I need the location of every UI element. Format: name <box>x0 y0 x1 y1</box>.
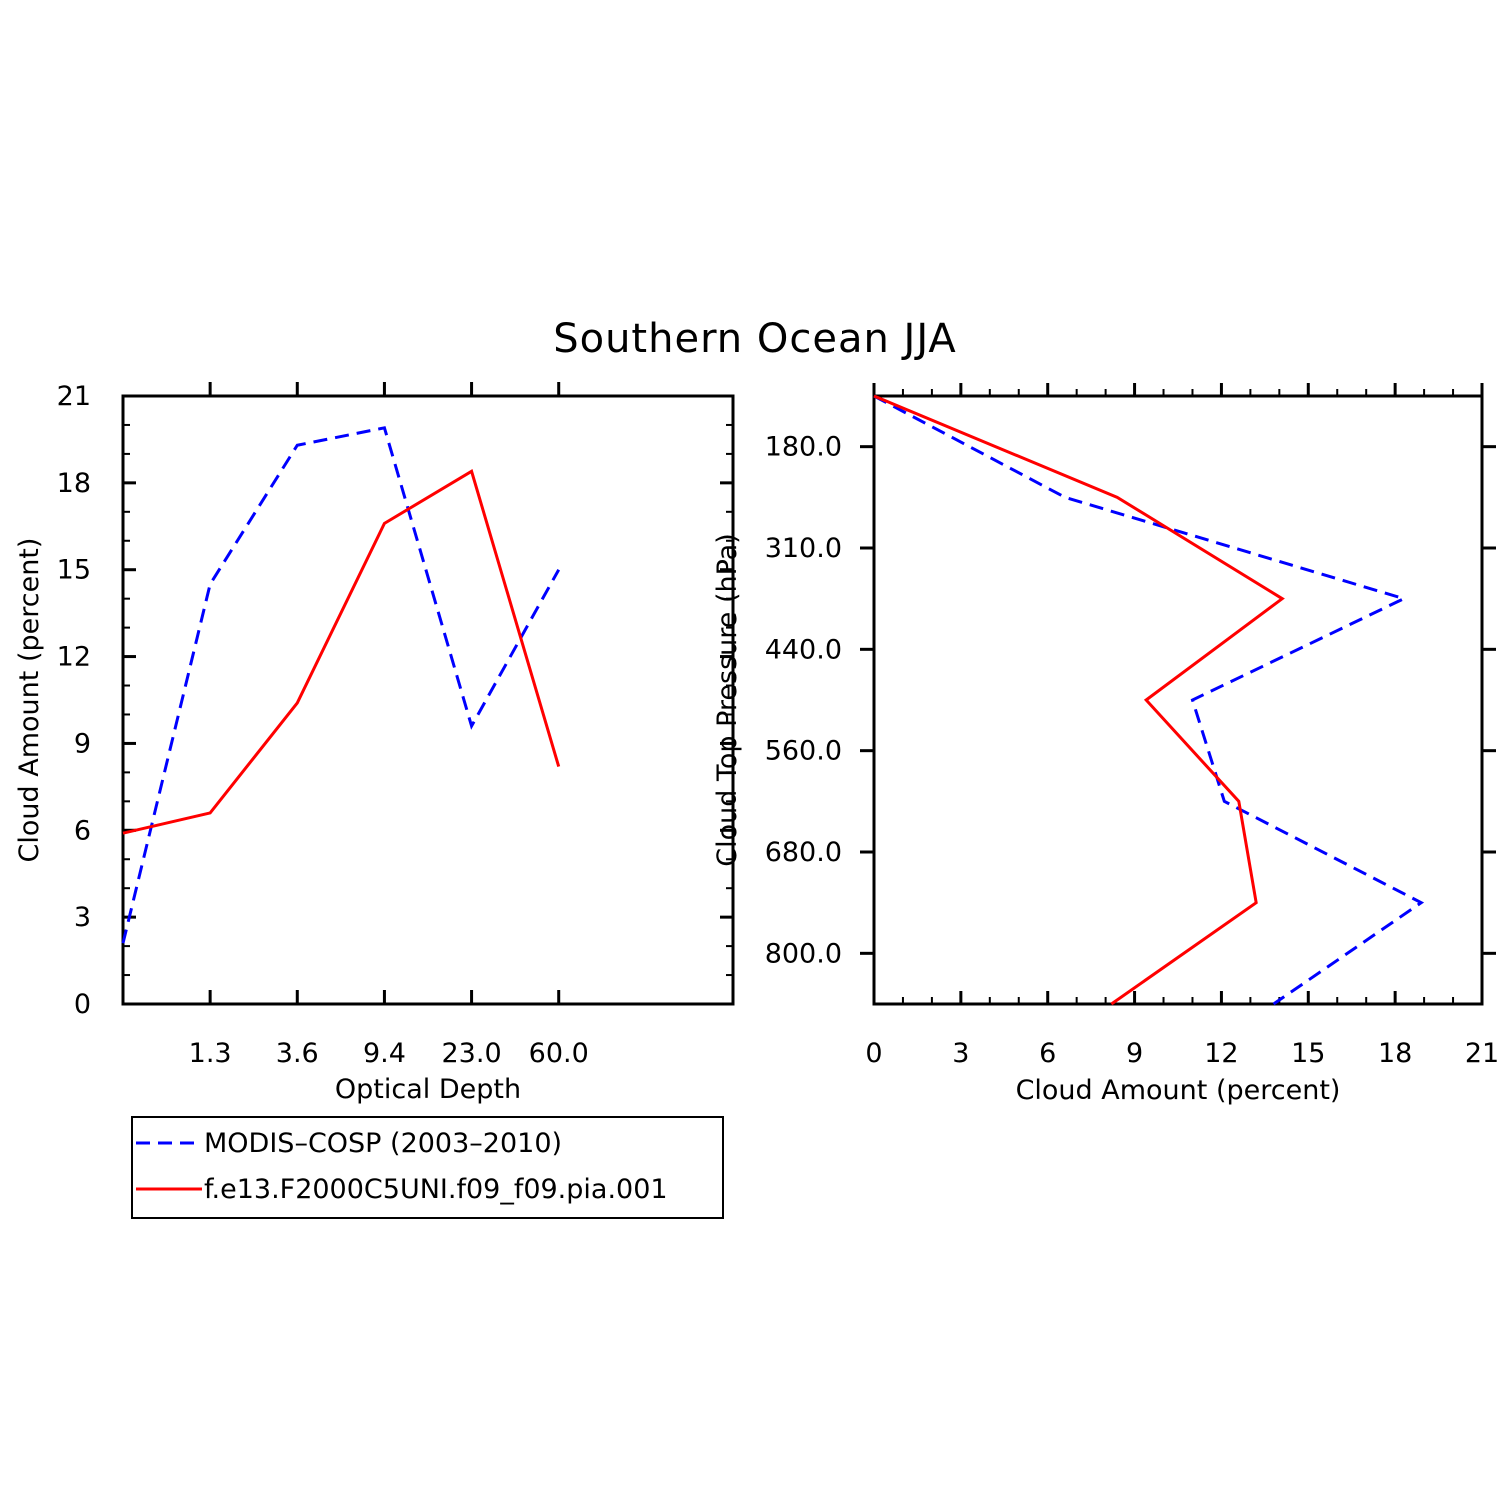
left-y-tick-label: 15 <box>57 555 91 586</box>
legend: MODIS–COSP (2003–2010) f.e13.F2000C5UNI.… <box>131 1116 724 1219</box>
legend-box <box>131 1116 724 1219</box>
left-plot-frame <box>121 394 735 1006</box>
right-plot-frame <box>872 394 1484 1006</box>
right-x-axis-label: Cloud Amount (percent) <box>1016 1075 1341 1106</box>
right-x-tick-label: 0 <box>865 1038 882 1069</box>
left-y-tick-label: 3 <box>74 902 91 933</box>
right-y-axis-label: Cloud Top Pressure (hPa) <box>712 533 743 867</box>
left-y-tick-label: 0 <box>74 989 91 1020</box>
left-x-tick-label: 9.4 <box>363 1038 406 1069</box>
left-x-tick-label: 3.6 <box>276 1038 319 1069</box>
left-x-tick-label: 60.0 <box>529 1038 589 1069</box>
left-x-tick-label: 23.0 <box>442 1038 502 1069</box>
right-x-tick-label: 21 <box>1465 1038 1499 1069</box>
left-y-tick-label: 18 <box>57 468 91 499</box>
right-series-model-line <box>873 394 1285 1006</box>
right-x-tick-label: 6 <box>1039 1038 1056 1069</box>
left-series-model-line <box>122 468 561 835</box>
right-y-tick-label: 800.0 <box>765 938 842 969</box>
right-y-tick-label: 680.0 <box>765 837 842 868</box>
right-x-tick-label: 18 <box>1378 1038 1412 1069</box>
right-y-tick-label: 180.0 <box>765 432 842 463</box>
right-x-tick-label: 15 <box>1291 1038 1325 1069</box>
left-y-tick-label: 12 <box>57 642 91 673</box>
legend-label-obs: MODIS–COSP (2003–2010) <box>204 1128 562 1159</box>
left-y-tick-label: 9 <box>74 728 91 759</box>
left-x-tick-label: 1.3 <box>189 1038 232 1069</box>
right-x-tick-label: 9 <box>1126 1038 1143 1069</box>
left-series-obs-line <box>121 426 561 944</box>
right-series-obs-line <box>873 394 1425 1006</box>
legend-label-model: f.e13.F2000C5UNI.f09_f09.pia.001 <box>204 1174 668 1205</box>
right-y-tick-label: 310.0 <box>765 533 842 564</box>
right-x-tick-label: 12 <box>1204 1038 1238 1069</box>
left-x-axis-label: Optical Depth <box>335 1074 521 1105</box>
left-y-tick-label: 6 <box>74 815 91 846</box>
cloud-top-pressure-panel: Cloud Amount (percent) Cloud Top Pressur… <box>712 383 1499 1106</box>
right-x-tick-label: 3 <box>952 1038 969 1069</box>
figure-title: Southern Ocean JJA <box>553 316 957 362</box>
optical-depth-panel: Optical Depth Cloud Amount (percent) 0 3 6… <box>14 381 735 1105</box>
right-y-tick-label: 440.0 <box>765 634 842 665</box>
right-y-tick-label: 560.0 <box>765 736 842 767</box>
left-y-axis-label: Cloud Amount (percent) <box>14 538 45 863</box>
left-y-tick-label: 21 <box>57 381 91 412</box>
